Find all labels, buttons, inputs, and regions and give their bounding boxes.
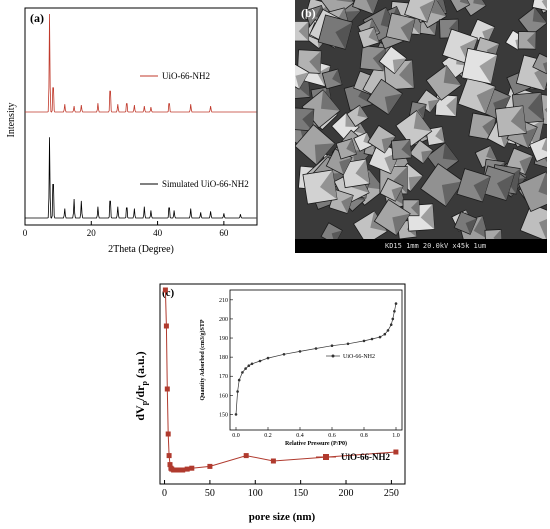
inset-data-point <box>387 329 390 332</box>
inset-data-point <box>235 413 238 416</box>
inset-data-point <box>283 353 286 356</box>
pore-data-point <box>189 466 194 471</box>
pore-legend-marker <box>323 454 329 460</box>
pore-legend-label: UiO-66-NH2 <box>341 452 390 462</box>
xrd-panel: (a) Intensity 2Theta (Degree) 0 20 40 60 Ui… <box>0 0 290 255</box>
pore-data-point <box>166 432 171 437</box>
inset-x-tick-label: 0.0 <box>232 433 240 439</box>
xrd-x-tick-label: 40 <box>153 228 163 238</box>
pore-data-point <box>244 453 249 458</box>
inset-data-point <box>331 344 334 347</box>
inset-x-tick-label: 0.2 <box>264 433 272 439</box>
inset-legend-marker <box>332 355 335 358</box>
inset-data-point <box>244 367 247 370</box>
pore-data-point <box>165 387 170 392</box>
inset-data-point <box>241 371 244 374</box>
pore-x-axis-label: pore size (nm) <box>249 511 316 523</box>
inset-y-tick-label: 210 <box>219 298 228 304</box>
xrd-x-axis-label: 2Theta (Degree) <box>108 244 174 255</box>
inset-x-axis-label: Relative Pressure (P/P0) <box>285 440 347 447</box>
inset-data-point <box>390 323 393 326</box>
inset-y-tick-label: 190 <box>219 336 228 342</box>
inset-x-tick-label: 0.4 <box>296 433 304 439</box>
inset-data-point <box>259 360 262 363</box>
inset-frame <box>230 290 402 430</box>
inset-data-point <box>379 336 382 339</box>
inset-y-axis-label: Quantity Adsorbed (cm3/g)STP <box>199 319 206 400</box>
sem-crystals <box>295 0 547 240</box>
pore-x-tick-label: 150 <box>293 488 308 499</box>
inset-x-tick-label: 1.0 <box>392 433 400 439</box>
pore-y-axis-label: dVp/drp (a.u.) <box>133 351 149 420</box>
inset-y-tick-label: 170 <box>219 374 228 380</box>
inset-x-tick-label: 0.8 <box>360 433 368 439</box>
pore-x-tick-label: 0 <box>162 488 167 499</box>
inset-data-point <box>392 318 395 321</box>
inset-data-point <box>347 343 350 346</box>
inset-data-point <box>236 390 239 393</box>
xrd-series-simulated <box>25 137 256 218</box>
inset-y-tick-label: 160 <box>219 393 228 399</box>
inset-data-point <box>395 302 398 305</box>
inset-data-point <box>248 364 251 367</box>
inset-data-point <box>384 333 387 336</box>
panel-a-label: (a) <box>30 11 44 25</box>
panel-b-label: (b) <box>301 6 316 21</box>
inset-y-tick-label: 180 <box>219 355 228 361</box>
pore-data-point <box>180 468 185 473</box>
sem-scale-text: KD15 1mm 20.0kV x45k 1um <box>385 242 486 250</box>
xrd-series-uio-66-nh2 <box>25 14 256 112</box>
pore-x-tick-label: 50 <box>205 488 215 499</box>
inset-data-point <box>363 340 366 343</box>
xrd-frame <box>25 8 257 225</box>
inset-x-tick-label: 0.6 <box>328 433 336 439</box>
inset-data-point <box>267 357 270 360</box>
inset-y-tick-label: 150 <box>219 412 228 418</box>
sem-scale-bar: KD15 1mm 20.0kV x45k 1um <box>295 239 547 253</box>
inset-data-point <box>393 310 396 313</box>
inset-data-point <box>299 350 302 353</box>
xrd-chart: (a) Intensity 2Theta (Degree) 0 20 40 60 Ui… <box>0 0 290 255</box>
pore-data-point <box>207 464 212 469</box>
inset-data-point <box>315 347 318 350</box>
xrd-x-tick-label: 60 <box>219 228 229 238</box>
xrd-y-axis-label: Intensity <box>6 103 17 138</box>
xrd-x-tick-label: 0 <box>23 228 28 238</box>
pore-data-point <box>271 459 276 464</box>
legend-label-bottom: Simulated UiO-66-NH2 <box>162 179 249 189</box>
inset-y-tick-label: 200 <box>219 317 228 323</box>
legend-label-top: UiO-66-NH2 <box>162 71 210 81</box>
pore-data-point <box>167 453 172 458</box>
pore-data-point <box>163 288 168 293</box>
inset-legend-label: UiO-66-NH2 <box>343 354 375 360</box>
pore-data-point <box>164 324 169 329</box>
pore-x-tick-label: 200 <box>339 488 354 499</box>
pore-data-point <box>393 450 398 455</box>
pore-x-tick-label: 100 <box>248 488 263 499</box>
xrd-x-tick-label: 20 <box>87 228 97 238</box>
inset-data-point <box>251 363 254 366</box>
pore-data-point <box>185 467 190 472</box>
pore-x-tick-label: 250 <box>384 488 399 499</box>
pore-data-point <box>176 468 181 473</box>
inset-data-point <box>371 338 374 341</box>
inset-data-point <box>238 379 241 382</box>
sem-image: (b) KD15 1mm 20.0kV x45k 1um <box>295 0 547 253</box>
